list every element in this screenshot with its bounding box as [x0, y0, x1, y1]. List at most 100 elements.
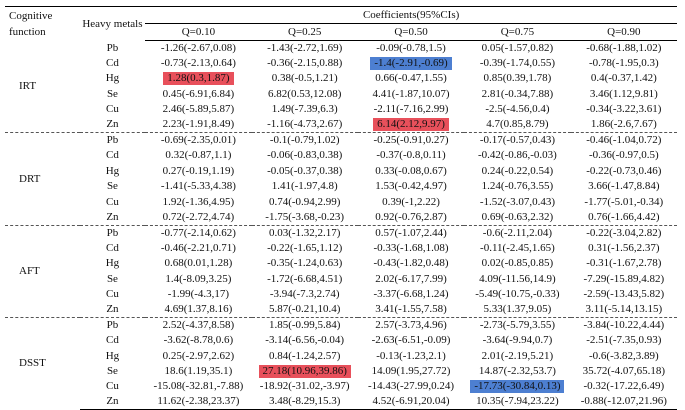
metal-label: Hg	[105, 164, 120, 177]
coefficient-cell: 3.41(-1.55,7.58)	[358, 302, 464, 317]
coefficient-cell: -0.09(-0.78,1.5)	[358, 41, 464, 56]
coefficient-cell: 0.33(-0.08,0.67)	[358, 164, 464, 179]
coefficient-cell: 0.45(-6.91,6.84)	[145, 87, 251, 102]
coefficient-value: -1.75(-3.68,-0.23)	[265, 210, 345, 223]
coefficient-cell: 14.09(1.95,27.72)	[358, 364, 464, 379]
coefficient-cell: -15.08(-32.81,-7.88)	[145, 379, 251, 394]
coefficient-cell: 3.46(1.12,9.81)	[571, 87, 677, 102]
metal-label: Cd	[106, 241, 119, 254]
coefficient-value: -0.6(-2.11,2.04)	[482, 226, 553, 239]
coefficient-value: -0.35(-1.24,0.63)	[267, 257, 343, 270]
coefficient-value: -0.46(-1.04,0.72)	[586, 134, 662, 147]
table-row: Cd -0.73(-2.13,0.64) -0.36(-2.15,0.88) -1.4…	[5, 56, 677, 71]
coefficient-value: -0.31(-1.67,2.78)	[586, 257, 662, 270]
table-row: Se 1.4(-8.09,3.25) -1.72(-6.68,4.51) 2.02(-…	[5, 271, 677, 286]
coefficient-value: -5.49(-10.75,-0.33)	[475, 287, 560, 300]
quantile-header: Q=0.50	[357, 23, 465, 41]
table-row: Hg 0.68(0.01,1.28) -0.35(-1.24,0.63) -0.43(…	[5, 256, 677, 271]
coefficient-value: 0.85(0.39,1.78)	[483, 72, 552, 85]
coefficient-cell: -2.63(-6.51,-0.09)	[358, 333, 464, 348]
cognitive-function-label: DRT	[5, 132, 80, 226]
coefficient-value: 0.66(-0.47,1.55)	[375, 72, 447, 85]
coefficient-value: -1.77(-5.01,-0.34)	[584, 195, 664, 208]
coefficient-value: -3.14(-6.56,-0.04)	[265, 334, 345, 347]
coefficient-value: -0.69(-2.35,0.01)	[160, 134, 236, 147]
coefficient-value: -0.88(-12.07,21.96)	[580, 395, 667, 408]
coefficient-value: 1.53(-0.42,4.97)	[375, 180, 447, 193]
coefficient-value: 4.69(1.37,8.16)	[164, 303, 233, 316]
coefficient-cell: 0.25(-2.97,2.62)	[145, 348, 251, 363]
coefficient-cell: -0.22(-0.73,0.46)	[571, 164, 677, 179]
coefficient-cell: 3.11(-5.14,13.15)	[571, 302, 677, 317]
coefficient-value: 0.68(0.01,1.28)	[164, 257, 233, 270]
coefficient-value: -15.08(-32.81,-7.88)	[153, 380, 244, 393]
coefficient-cell: 35.72(-4.07,65.18)	[571, 364, 677, 379]
coefficient-value: 14.87(-2.32,53.7)	[478, 364, 556, 377]
coefficient-cell: 4.7(0.85,8.79)	[464, 117, 570, 132]
quantile-header: Q=0.10	[145, 23, 252, 41]
coefficient-cell: 2.52(-4.37,8.58)	[145, 317, 252, 333]
coefficient-value: 18.6(1.19,35.1)	[164, 364, 233, 377]
coefficient-value: 2.01(-2.19,5.21)	[481, 349, 554, 362]
coefficient-value: 4.41(-1.87,10.07)	[372, 87, 450, 100]
coefficient-cell: -0.46(-2.21,0.71)	[145, 241, 251, 256]
metal-label: Hg	[105, 257, 120, 270]
coefficient-cell: -1.26(-2.67,0.08)	[145, 41, 251, 56]
table-row: DRT Pb -0.69(-2.35,0.01) -0.1(-0.79,1.02) -0…	[5, 132, 677, 226]
coefficient-value: 4.7(0.85,8.79)	[486, 118, 549, 131]
coefficient-value: -1.16(-4.73,2.67)	[267, 118, 343, 131]
coefficient-cell: -0.1(-0.79,1.02)	[251, 132, 358, 149]
coefficient-value: 4.52(-6.91,20.04)	[372, 395, 450, 408]
coefficient-cell: 1.24(-0.76,3.55)	[464, 179, 570, 194]
coefficient-cell: -0.33(-1.68,1.08)	[358, 241, 464, 256]
coefficient-cell: -0.6(-2.11,2.04)	[464, 224, 571, 241]
coefficient-cell: 1.4(-8.09,3.25)	[145, 271, 251, 286]
coefficient-cell: -3.64(-9.94,0.7)	[464, 333, 570, 348]
highlighted-coefficient-value: 27.18(10.96,39.86)	[258, 364, 351, 378]
coefficient-value: 0.84(-1.24,2.57)	[268, 349, 341, 362]
coefficient-value: 1.4(-8.09,3.25)	[165, 272, 232, 285]
coefficient-cell: 0.72(-2.72,4.74)	[145, 210, 251, 225]
coefficient-cell: -0.43(-1.82,0.48)	[358, 256, 464, 271]
coefficient-value: -0.06(-0.83,0.38)	[267, 149, 343, 162]
coefficient-cell: -0.78(-1.95,0.3)	[571, 56, 677, 71]
metal-label: Zn	[106, 210, 119, 223]
coefficient-cell: 4.41(-1.87,10.07)	[358, 87, 464, 102]
coefficient-cell: 0.38(-0.5,1.21)	[252, 71, 358, 86]
coefficient-value: -0.42(-0.86,-0.03)	[478, 149, 557, 162]
coefficient-cell: 0.92(-0.76,2.87)	[358, 210, 464, 225]
metal-label: Pb	[106, 41, 119, 54]
coefficient-cell: 0.02(-0.85,0.85)	[464, 256, 570, 271]
coefficient-value: 0.4(-0.37,1.42)	[590, 72, 657, 85]
coefficient-cell: 1.28(0.3,1.87)	[145, 71, 251, 86]
table-row: Cu -15.08(-32.81,-7.88) -18.92(-31.02,-3.9…	[5, 379, 677, 394]
coefficient-value: 0.27(-0.19,1.19)	[162, 164, 235, 177]
coefficient-cell: 0.27(-0.19,1.19)	[145, 164, 251, 179]
coefficient-cell: -5.49(-10.75,-0.33)	[464, 287, 570, 302]
coefficients-table: Cognitive function Heavy metals Coeffici…	[5, 6, 677, 410]
table-body: IRT Pb -1.26(-2.67,0.08) -1.43(-2.72,1.69) -…	[5, 41, 677, 410]
coefficient-value: 1.85(-0.99,5.84)	[268, 318, 341, 331]
coefficient-value: -0.22(-3.04,2.82)	[586, 226, 662, 239]
coefficient-value: -0.11(-2.45,1.65)	[480, 241, 555, 254]
coefficient-value: 0.72(-2.72,4.74)	[162, 210, 235, 223]
coefficient-cell: -0.77(-2.14,0.62)	[145, 224, 252, 241]
coefficient-value: -0.1(-0.79,1.02)	[269, 134, 340, 147]
coefficient-value: 2.57(-3.73,4.96)	[375, 318, 447, 331]
coefficient-value: 14.09(1.95,27.72)	[371, 364, 451, 377]
coefficient-value: -0.77(-2.14,0.62)	[160, 226, 236, 239]
coefficient-value: 0.45(-6.91,6.84)	[162, 87, 235, 100]
coefficient-value: 2.02(-6.17,7.99)	[375, 272, 447, 285]
coefficient-cell: 6.82(0.53,12.08)	[252, 87, 358, 102]
coefficient-value: 2.23(-1.91,8.49)	[162, 118, 235, 131]
coefficient-cell: 27.18(10.96,39.86)	[252, 364, 358, 379]
coefficient-value: 5.33(1.37,9.05)	[483, 303, 552, 316]
coefficient-cell: 0.74(-0.94,2.99)	[252, 194, 358, 209]
coefficient-cell: -0.06(-0.83,0.38)	[252, 148, 358, 163]
metal-label: Se	[106, 87, 118, 100]
coefficient-value: 11.62(-2.38,23.37)	[157, 395, 240, 408]
table-row: Zn 4.69(1.37,8.16) 5.87(-0.21,10.4) 3.41(-1…	[5, 302, 677, 317]
table-row: Cu 1.92(-1.36,4.95) 0.74(-0.94,2.99) 0.39(-…	[5, 194, 677, 209]
coefficient-value: -0.37(-0.8,0.11)	[376, 149, 446, 162]
coefficient-cell: -2.59(-13.43,5.82)	[571, 287, 677, 302]
